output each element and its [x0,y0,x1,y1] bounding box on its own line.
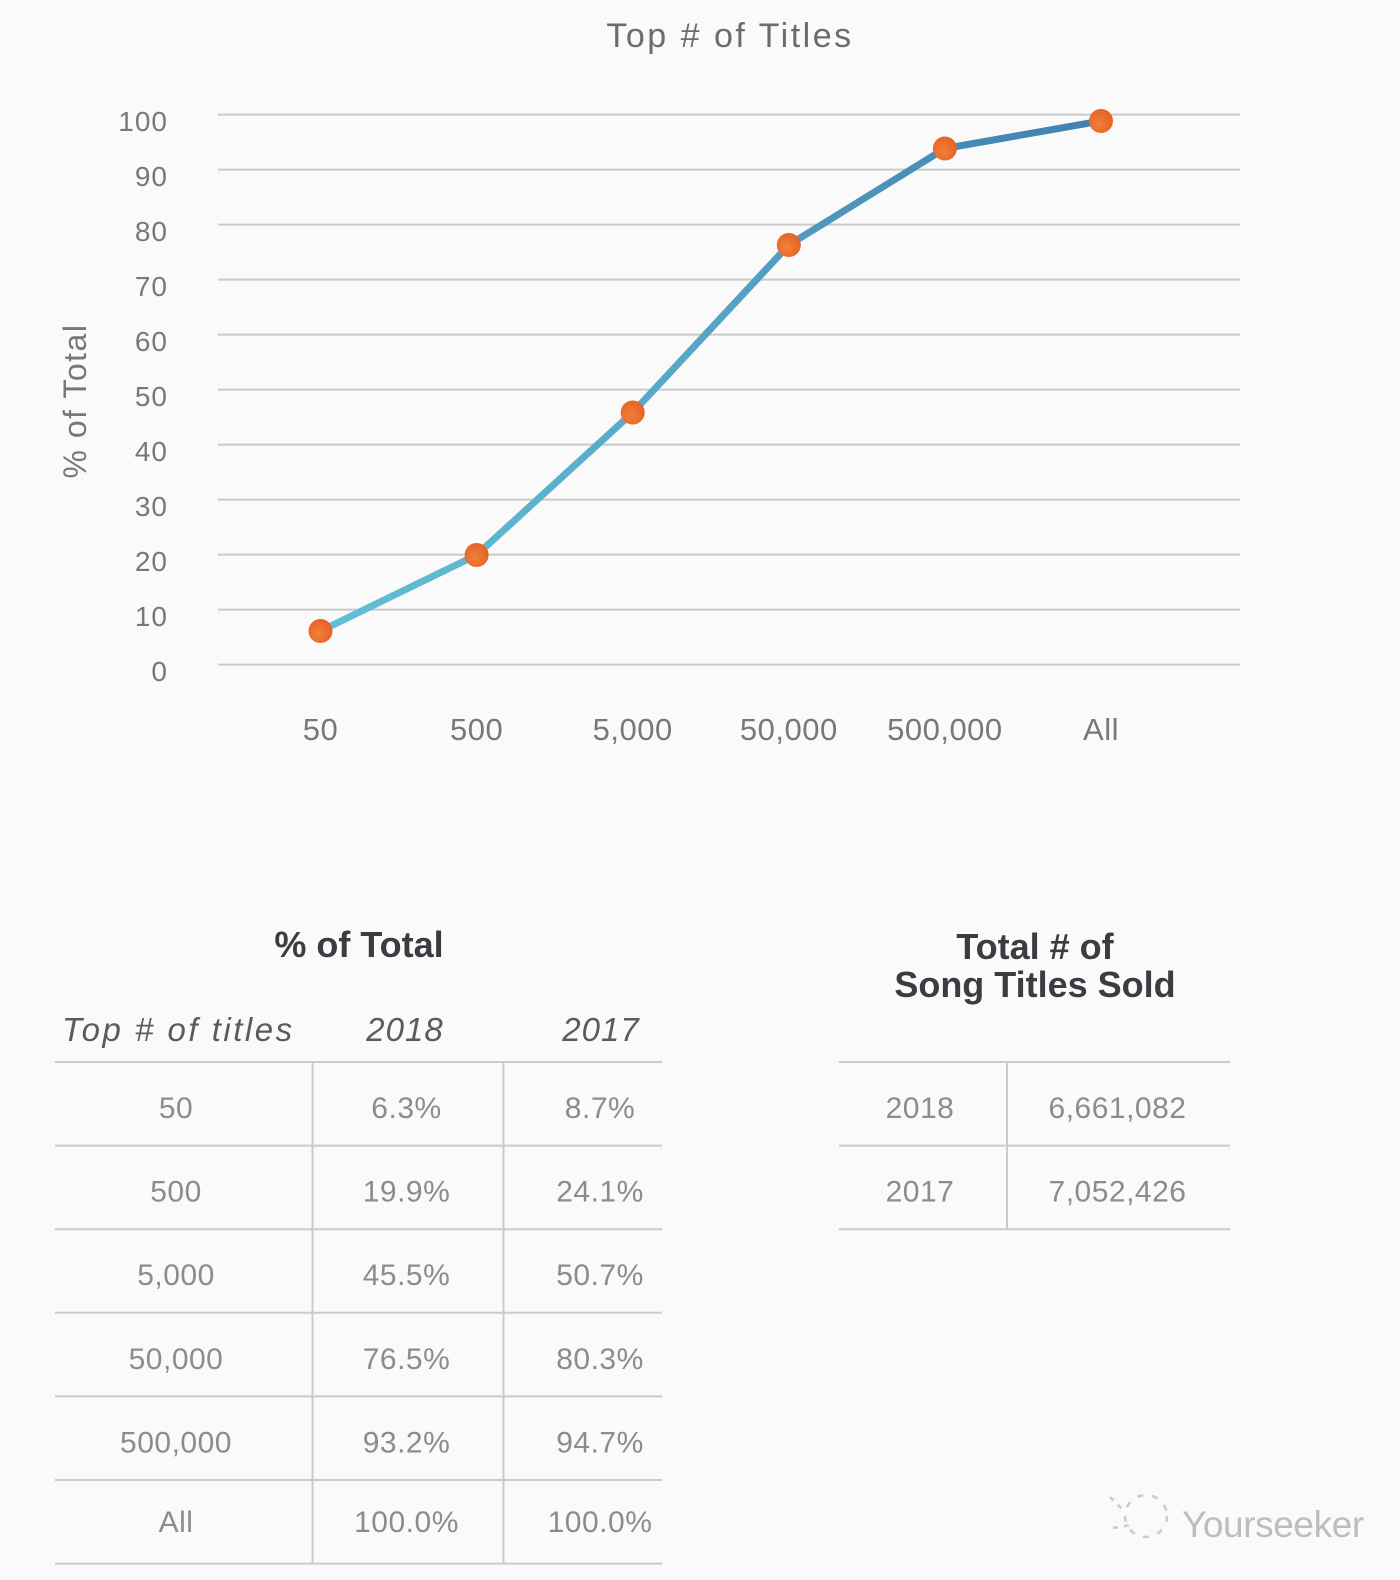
svg-text:5,000: 5,000 [593,712,673,747]
svg-text:All: All [159,1506,194,1539]
svg-text:6.3%: 6.3% [371,1092,441,1125]
svg-text:Top # of Titles: Top # of Titles [606,17,853,55]
svg-text:Yourseeker: Yourseeker [1182,1504,1364,1545]
svg-text:10: 10 [135,601,168,632]
svg-text:500,000: 500,000 [887,712,1003,747]
svg-text:Total # of: Total # of [956,926,1114,967]
svg-text:2018: 2018 [365,1011,443,1048]
svg-text:100.0%: 100.0% [354,1506,459,1539]
svg-text:94.7%: 94.7% [556,1426,644,1459]
svg-text:50,000: 50,000 [129,1343,224,1376]
svg-text:6,661,082: 6,661,082 [1049,1092,1187,1125]
svg-text:2018: 2018 [886,1092,955,1125]
svg-text:50: 50 [135,381,168,412]
svg-text:100.0%: 100.0% [548,1506,653,1539]
svg-text:2017: 2017 [561,1011,640,1048]
svg-text:80.3%: 80.3% [556,1343,644,1376]
svg-text:20: 20 [135,546,168,577]
svg-text:7,052,426: 7,052,426 [1049,1176,1187,1209]
svg-text:Top # of titles: Top # of titles [62,1011,295,1048]
svg-text:50: 50 [303,712,338,747]
svg-text:500: 500 [450,712,503,747]
svg-text:24.1%: 24.1% [556,1176,644,1209]
svg-text:19.9%: 19.9% [363,1176,451,1209]
svg-text:50,000: 50,000 [740,712,838,747]
svg-text:% of Total: % of Total [274,924,443,965]
svg-text:60: 60 [135,326,168,357]
svg-text:2017: 2017 [886,1176,955,1209]
svg-text:5,000: 5,000 [137,1259,215,1292]
svg-text:76.5%: 76.5% [363,1343,451,1376]
svg-text:500,000: 500,000 [120,1426,232,1459]
svg-text:70: 70 [135,271,168,302]
svg-text:45.5%: 45.5% [363,1259,451,1292]
svg-text:50: 50 [159,1092,193,1125]
svg-text:All: All [1083,712,1119,747]
svg-text:50.7%: 50.7% [556,1259,644,1292]
svg-text:80: 80 [135,216,168,247]
svg-text:500: 500 [150,1176,202,1209]
svg-text:90: 90 [135,161,168,192]
svg-text:100: 100 [118,106,168,137]
svg-text:30: 30 [135,491,168,522]
svg-text:8.7%: 8.7% [565,1092,635,1125]
svg-text:40: 40 [135,436,168,467]
svg-text:Song Titles Sold: Song Titles Sold [894,964,1175,1005]
svg-text:0: 0 [151,656,168,687]
svg-text:93.2%: 93.2% [363,1426,451,1459]
svg-text:% of Total: % of Total [57,324,93,479]
